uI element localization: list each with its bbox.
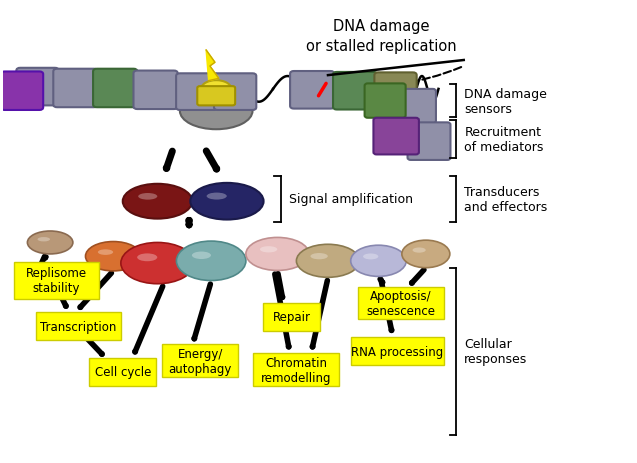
- FancyBboxPatch shape: [93, 69, 138, 108]
- Text: Cell cycle: Cell cycle: [94, 366, 151, 379]
- Ellipse shape: [413, 248, 426, 253]
- Ellipse shape: [123, 184, 192, 219]
- FancyBboxPatch shape: [214, 74, 256, 111]
- FancyBboxPatch shape: [36, 313, 122, 340]
- Ellipse shape: [201, 81, 231, 98]
- FancyBboxPatch shape: [89, 358, 156, 386]
- Ellipse shape: [192, 252, 211, 259]
- Text: Recruitment
of mediators: Recruitment of mediators: [464, 125, 544, 154]
- Ellipse shape: [260, 247, 277, 253]
- Text: Transducers
and effectors: Transducers and effectors: [464, 186, 548, 213]
- FancyBboxPatch shape: [54, 69, 97, 108]
- Text: DNA damage
or stalled replication: DNA damage or stalled replication: [306, 19, 457, 54]
- Ellipse shape: [402, 241, 450, 268]
- Ellipse shape: [351, 246, 406, 277]
- FancyBboxPatch shape: [364, 84, 406, 119]
- Text: Chromatin
remodelling: Chromatin remodelling: [261, 356, 332, 384]
- Text: Apoptosis/
senescence: Apoptosis/ senescence: [366, 289, 435, 318]
- Ellipse shape: [38, 238, 50, 242]
- Ellipse shape: [121, 243, 194, 284]
- Text: Cellular
responses: Cellular responses: [464, 338, 527, 366]
- FancyBboxPatch shape: [395, 90, 436, 124]
- Text: Repair: Repair: [273, 311, 311, 324]
- Ellipse shape: [137, 254, 157, 262]
- Ellipse shape: [180, 94, 252, 130]
- Ellipse shape: [296, 245, 359, 278]
- FancyBboxPatch shape: [134, 71, 178, 110]
- FancyBboxPatch shape: [197, 87, 235, 106]
- FancyBboxPatch shape: [408, 123, 450, 161]
- Ellipse shape: [176, 242, 246, 281]
- FancyBboxPatch shape: [1, 72, 43, 111]
- FancyBboxPatch shape: [352, 338, 443, 365]
- FancyBboxPatch shape: [263, 303, 320, 331]
- Ellipse shape: [138, 194, 157, 200]
- Ellipse shape: [98, 250, 113, 255]
- FancyBboxPatch shape: [375, 73, 417, 110]
- FancyBboxPatch shape: [13, 262, 99, 299]
- Ellipse shape: [85, 242, 141, 271]
- FancyBboxPatch shape: [17, 69, 59, 106]
- Text: Energy/
autophagy: Energy/ autophagy: [168, 347, 232, 375]
- Text: Signal amplification: Signal amplification: [289, 193, 413, 206]
- Ellipse shape: [246, 238, 309, 271]
- Polygon shape: [206, 51, 218, 81]
- Ellipse shape: [310, 254, 328, 260]
- FancyBboxPatch shape: [333, 73, 377, 110]
- Ellipse shape: [206, 193, 227, 200]
- Ellipse shape: [363, 254, 378, 260]
- FancyBboxPatch shape: [373, 119, 419, 155]
- Text: Transcription: Transcription: [40, 320, 117, 333]
- Ellipse shape: [190, 183, 264, 220]
- FancyBboxPatch shape: [290, 72, 334, 109]
- FancyBboxPatch shape: [357, 288, 443, 320]
- FancyBboxPatch shape: [176, 74, 218, 111]
- Text: RNA processing: RNA processing: [352, 345, 443, 358]
- FancyBboxPatch shape: [254, 354, 340, 386]
- Ellipse shape: [27, 232, 73, 254]
- Text: DNA damage
sensors: DNA damage sensors: [464, 88, 547, 116]
- FancyBboxPatch shape: [162, 344, 238, 377]
- Text: Replisome
stability: Replisome stability: [26, 267, 87, 294]
